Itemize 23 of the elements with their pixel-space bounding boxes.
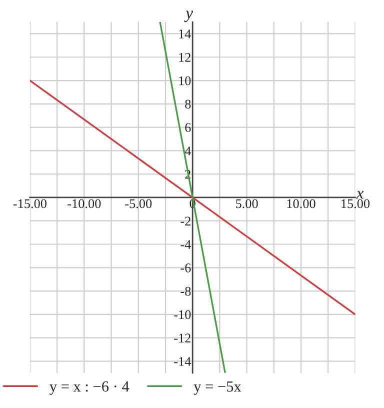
y-tick-label: 10 — [179, 76, 191, 86]
y-tick-label: -10 — [174, 310, 191, 320]
y-tick-label: 6 — [185, 123, 191, 132]
x-tick-label: 10.00 — [287, 199, 316, 208]
legend-label: y = −5x — [194, 381, 242, 395]
legend-label: y = x : −6 · 4 — [50, 381, 130, 395]
y-axis-title: y — [184, 10, 194, 22]
x-axis-title: x — [356, 190, 364, 199]
y-tick-label: -2 — [180, 216, 190, 226]
x-tick-label: 5.00 — [236, 199, 258, 208]
x-tick-label: -5.00 — [125, 199, 152, 208]
y-tick-label: 4 — [184, 146, 191, 156]
y-tick-label: -4 — [180, 240, 191, 249]
y-tick-label: 14 — [179, 30, 191, 38]
y-tick-label: 8 — [185, 100, 191, 109]
y-tick-label: -14 — [174, 357, 191, 366]
y-tick-label: -8 — [180, 286, 191, 296]
y-tick-label: -12 — [174, 334, 190, 342]
x-tick-label: -15.00 — [13, 199, 46, 208]
x-tick-label: -10.00 — [68, 199, 101, 208]
x-tick-label: 15.00 — [342, 199, 370, 208]
y-tick-label: 12 — [179, 52, 190, 62]
y-tick-label: -6 — [180, 263, 191, 272]
